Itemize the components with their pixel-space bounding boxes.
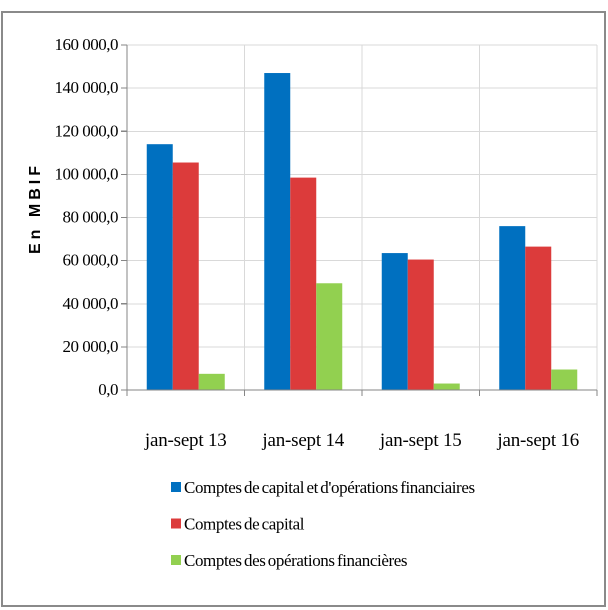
y-tick-label: 140 000,0	[55, 78, 119, 97]
legend-swatch	[171, 555, 181, 565]
legend-item: Comptes des opérations financières	[171, 551, 408, 570]
legend-label: Comptes des opérations financières	[184, 551, 407, 570]
legend-swatch	[171, 518, 181, 529]
bar-s2-jan-sept-13	[172, 162, 199, 390]
x-tick-label: jan-sept 15	[379, 430, 462, 451]
y-tick-label: 40 000,0	[63, 294, 119, 313]
bar-s1-jan-sept-13	[146, 144, 173, 390]
x-tick-labels: jan-sept 13 jan-sept 14 jan-sept 15 jan-sep…	[144, 430, 579, 451]
bar-s3-jan-sept-16	[551, 369, 578, 390]
x-tick-label: jan-sept 14	[261, 430, 344, 451]
y-axis-label: En MBIF	[27, 162, 44, 254]
y-tick-label: 0,0	[98, 380, 118, 399]
bar-s3-jan-sept-13	[198, 373, 225, 390]
axes	[121, 44, 598, 396]
y-tick-label: 100 000,0	[55, 164, 119, 183]
legend-item: Comptes de capital	[171, 515, 305, 534]
y-tick-labels: 0,0 20 000,0 40 000,0 60 000,0 80 000,0 100 0…	[55, 35, 119, 399]
bar-s1-jan-sept-14	[264, 73, 291, 390]
bar-s2-jan-sept-14	[290, 177, 317, 390]
y-tick-label: 120 000,0	[55, 121, 119, 140]
legend-swatch	[171, 482, 181, 492]
legend-label: Comptes de capital	[184, 515, 305, 534]
x-tick-label: jan-sept 16	[496, 430, 579, 451]
y-tick-label: 20 000,0	[63, 337, 119, 356]
x-tick-label: jan-sept 13	[144, 430, 227, 451]
legend: Comptes de capital et d'opérations finan…	[171, 478, 475, 570]
legend-label: Comptes de capital et d'opérations finan…	[184, 478, 475, 497]
bar-s1-jan-sept-16	[499, 226, 526, 390]
legend-item: Comptes de capital et d'opérations finan…	[171, 478, 475, 497]
bar-s1-jan-sept-15	[381, 253, 408, 390]
y-tick-label: 80 000,0	[63, 208, 119, 227]
y-tick-label: 160 000,0	[55, 35, 119, 54]
bars	[146, 73, 578, 390]
y-tick-label: 60 000,0	[63, 251, 119, 270]
bar-s2-jan-sept-16	[525, 246, 552, 390]
bar-s3-jan-sept-15	[433, 383, 460, 390]
bar-s3-jan-sept-14	[316, 283, 343, 390]
bar-s2-jan-sept-15	[407, 259, 434, 390]
